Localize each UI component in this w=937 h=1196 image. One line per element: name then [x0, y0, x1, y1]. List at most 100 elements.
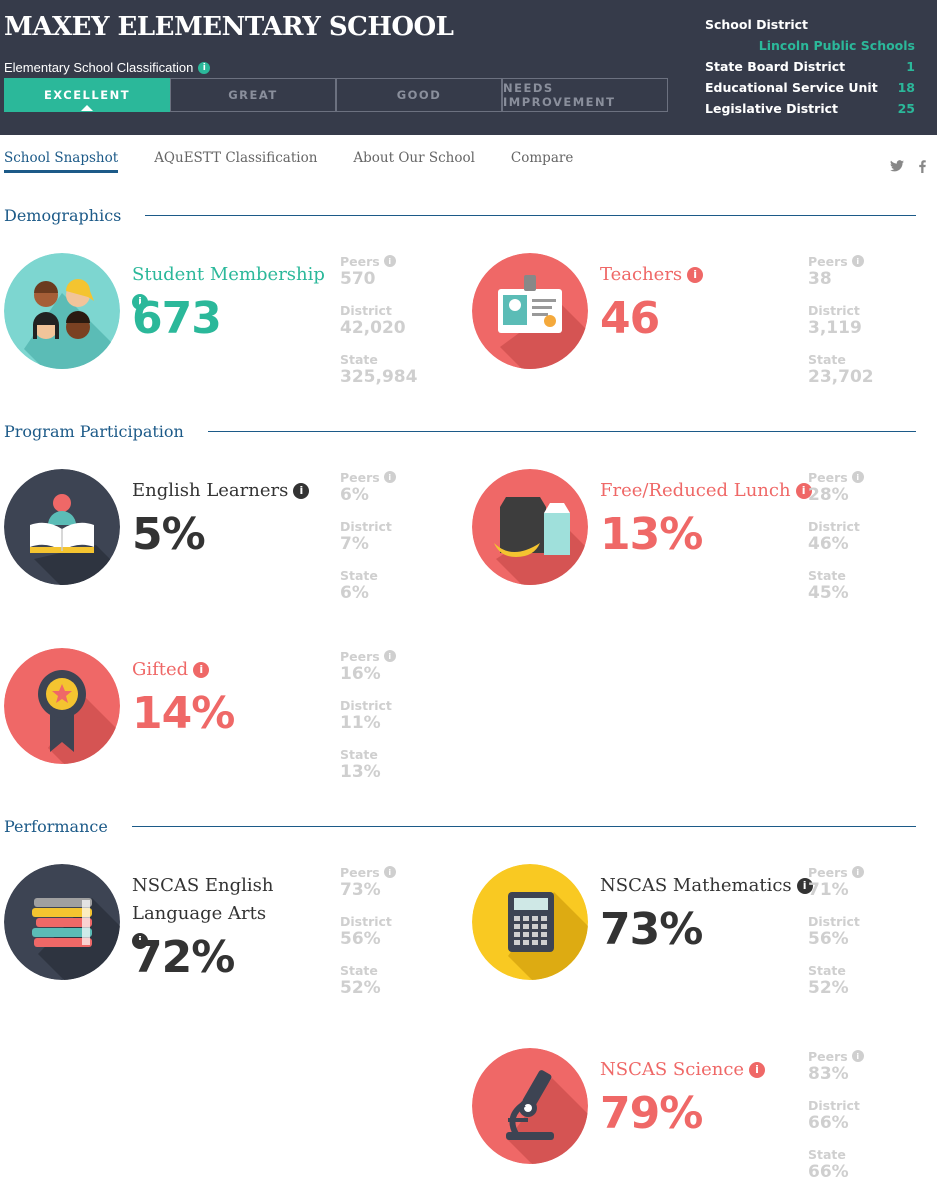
comparison-values: Peers i 73% District 56% State 52% [340, 864, 460, 1011]
metric-value: 79% [600, 1088, 703, 1139]
esu-label: Educational Service Unit [705, 80, 878, 95]
divider [207, 430, 916, 432]
tab-aquestt-classification[interactable]: AQuESTT Classification [154, 150, 318, 166]
metric-label-text: NSCAS Mathematics [600, 875, 792, 896]
section-program-participation: Program Participation [4, 421, 916, 441]
metric-value: 46 [600, 293, 660, 344]
classification-label-text: Elementary School Classification [4, 60, 194, 75]
info-icon[interactable]: i [796, 878, 813, 894]
metric-student-membership: Student Membership i 673 Peers i 570 Dist… [0, 253, 460, 393]
info-icon[interactable]: i [383, 255, 396, 267]
info-icon[interactable]: i [851, 471, 864, 483]
divider [145, 214, 916, 216]
nav-tabs: School Snapshot AQuESTT Classification A… [4, 150, 573, 173]
state-label: State [808, 351, 846, 367]
metric-nscas-ela: NSCAS English Language Arts i 72% Peers i… [0, 864, 460, 1004]
comparison-values: Peers i 28% District 46% State 45% [808, 469, 928, 616]
tier-excellent[interactable]: EXCELLENT [4, 78, 170, 112]
metric-label: Teachers i [600, 261, 810, 289]
peers-value: 71% [808, 880, 849, 900]
books-stack-icon [4, 864, 120, 980]
info-icon[interactable]: i [383, 650, 396, 662]
comparison-values: Peers i 83% District 66% State 66% [808, 1048, 928, 1195]
school-district-label: School District [705, 17, 809, 32]
legislative-label: Legislative District [705, 101, 838, 116]
info-icon[interactable]: i [687, 267, 704, 283]
twitter-icon[interactable] [890, 160, 904, 176]
state-label: State [340, 351, 378, 367]
tier-needs-improvement[interactable]: NEEDS IMPROVEMENT [502, 78, 668, 112]
state-value: 52% [808, 978, 849, 998]
state-label: State [340, 567, 378, 583]
info-icon[interactable]: i [132, 933, 148, 949]
metric-label-text: Teachers [600, 264, 683, 285]
info-icon[interactable]: i [383, 866, 396, 878]
facebook-icon[interactable] [919, 160, 926, 177]
district-value: 7% [340, 534, 369, 554]
district-label: District [340, 697, 392, 713]
metric-value: 673 [132, 293, 222, 344]
district-label: District [808, 913, 860, 929]
info-icon[interactable]: i [293, 483, 310, 499]
classification-label: Elementary School Classification i [4, 60, 211, 75]
district-label: District [808, 518, 860, 534]
legislative-value: 25 [897, 101, 915, 116]
tier-good[interactable]: GOOD [336, 78, 502, 112]
state-value: 66% [808, 1162, 849, 1182]
district-label: District [340, 913, 392, 929]
state-value: 6% [340, 583, 369, 603]
metric-gifted: Gifted i 14% Peers i 16% District 11% Sta… [0, 648, 460, 788]
info-icon[interactable]: i [198, 61, 211, 74]
state-label: State [808, 1146, 846, 1162]
peers-label: Peers [808, 1048, 848, 1064]
section-performance: Performance [4, 816, 916, 836]
peers-label: Peers [340, 648, 380, 664]
tab-about-our-school[interactable]: About Our School [353, 150, 475, 166]
school-header: MAXEY ELEMENTARY SCHOOL Elementary Schoo… [0, 0, 937, 135]
lunch-icon [472, 469, 588, 585]
district-label: District [340, 302, 392, 318]
state-value: 325,984 [340, 367, 418, 387]
metric-label: English Learners i [132, 477, 342, 505]
district-value: 46% [808, 534, 849, 554]
state-label: State [340, 746, 378, 762]
district-value: 56% [340, 929, 381, 949]
tab-compare[interactable]: Compare [510, 150, 574, 166]
metric-label-text: Student Membership [132, 264, 325, 285]
state-label: State [808, 962, 846, 978]
tier-great[interactable]: GREAT [170, 78, 336, 112]
metric-value: 14% [132, 688, 235, 739]
info-icon[interactable]: i [795, 483, 812, 499]
comparison-values: Peers i 570 District 42,020 State 325,984 [340, 253, 460, 400]
metric-label-text: NSCAS Science [600, 1059, 745, 1080]
state-value: 52% [340, 978, 381, 998]
info-icon[interactable]: i [851, 1050, 864, 1062]
info-icon[interactable]: i [749, 1062, 766, 1078]
state-board-label: State Board District [705, 59, 846, 74]
peers-value: 16% [340, 664, 381, 684]
tab-school-snapshot[interactable]: School Snapshot [4, 150, 119, 173]
state-board-value: 1 [906, 59, 915, 74]
comparison-values: Peers i 71% District 56% State 52% [808, 864, 928, 1011]
metric-nscas-science: NSCAS Science i 79% Peers i 83% District … [468, 1048, 928, 1188]
school-district-value[interactable]: Lincoln Public Schools [758, 38, 915, 53]
info-icon[interactable]: i [193, 662, 210, 678]
info-icon[interactable]: i [132, 294, 148, 310]
comparison-values: Peers i 6% District 7% State 6% [340, 469, 460, 616]
section-demographics: Demographics [4, 205, 916, 225]
peers-value: 6% [340, 485, 369, 505]
district-value: 66% [808, 1113, 849, 1133]
district-label: District [808, 302, 860, 318]
info-icon[interactable]: i [851, 255, 864, 267]
district-info: School District Lincoln Public Schools S… [705, 14, 915, 119]
metric-teachers: Teachers i 46 Peers i 38 District 3,119 S… [468, 253, 928, 393]
info-icon[interactable]: i [383, 471, 396, 483]
info-icon[interactable]: i [851, 866, 864, 878]
classification-tiers: EXCELLENT GREAT GOOD NEEDS IMPROVEMENT [4, 78, 668, 112]
district-value: 3,119 [808, 318, 862, 338]
id-badge-icon [472, 253, 588, 369]
peers-value: 570 [340, 269, 376, 289]
state-label: State [808, 567, 846, 583]
metric-label: NSCAS English Language Arts i [132, 872, 332, 949]
metric-label: Gifted i [132, 656, 342, 684]
